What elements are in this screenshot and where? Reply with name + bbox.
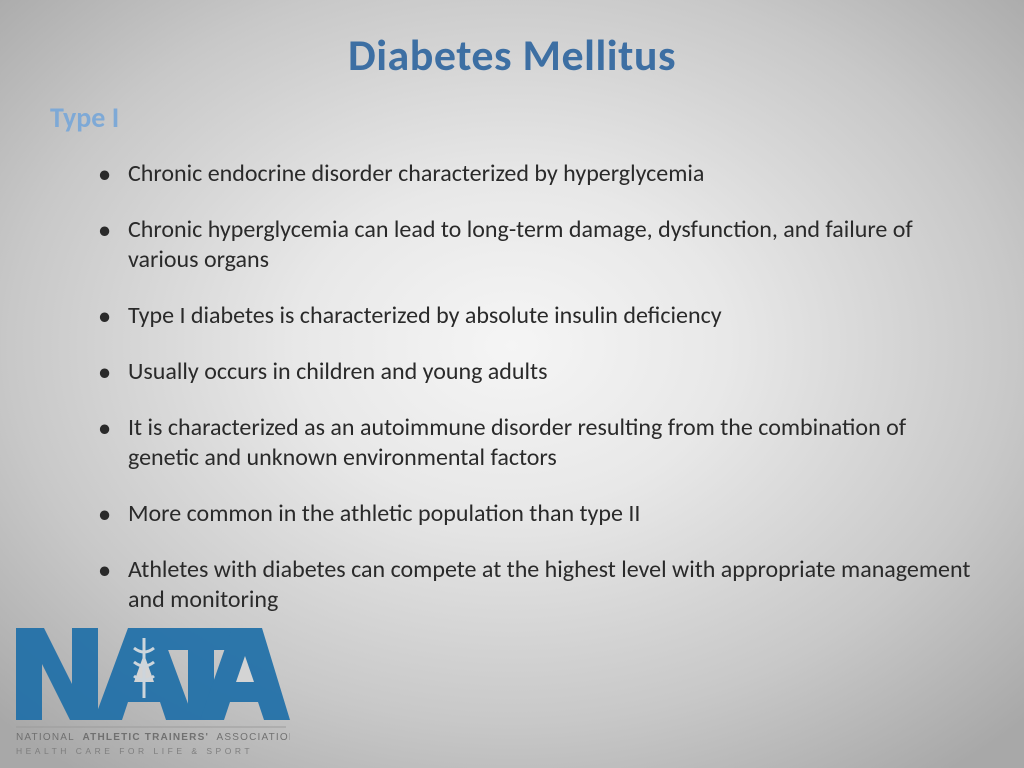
logo-text-athletic: ATHLETIC TRAINERS' — [82, 732, 209, 743]
slide: Diabetes Mellitus Type I Chronic endocri… — [0, 0, 1024, 768]
list-item: Type I diabetes is characterized by abso… — [98, 301, 974, 331]
nata-logo-svg: NATIONAL ATHLETIC TRAINERS' ASSOCIATION … — [10, 628, 290, 758]
bullet-list: Chronic endocrine disorder characterized… — [50, 159, 974, 615]
list-item: It is characterized as an autoimmune dis… — [98, 413, 974, 473]
logo-tagline: HEALTH CARE FOR LIFE & SPORT — [16, 746, 253, 756]
logo-text-association: ASSOCIATION — [217, 732, 291, 743]
list-item: More common in the athletic population t… — [98, 499, 974, 529]
slide-title: Diabetes Mellitus — [50, 28, 974, 82]
list-item: Chronic endocrine disorder characterized… — [98, 159, 974, 189]
svg-text:NATIONAL ATHLETIC TRAI: NATIONAL ATHLETIC TRAINERS' ASSOCIATION — [16, 732, 290, 743]
list-item: Chronic hyperglycemia can lead to long-t… — [98, 215, 974, 275]
nata-logo: NATIONAL ATHLETIC TRAINERS' ASSOCIATION … — [10, 628, 290, 758]
logo-text-national: NATIONAL — [16, 732, 75, 743]
slide-subtitle: Type I — [50, 100, 974, 135]
list-item: Usually occurs in children and young adu… — [98, 357, 974, 387]
list-item: Athletes with diabetes can compete at th… — [98, 555, 974, 615]
